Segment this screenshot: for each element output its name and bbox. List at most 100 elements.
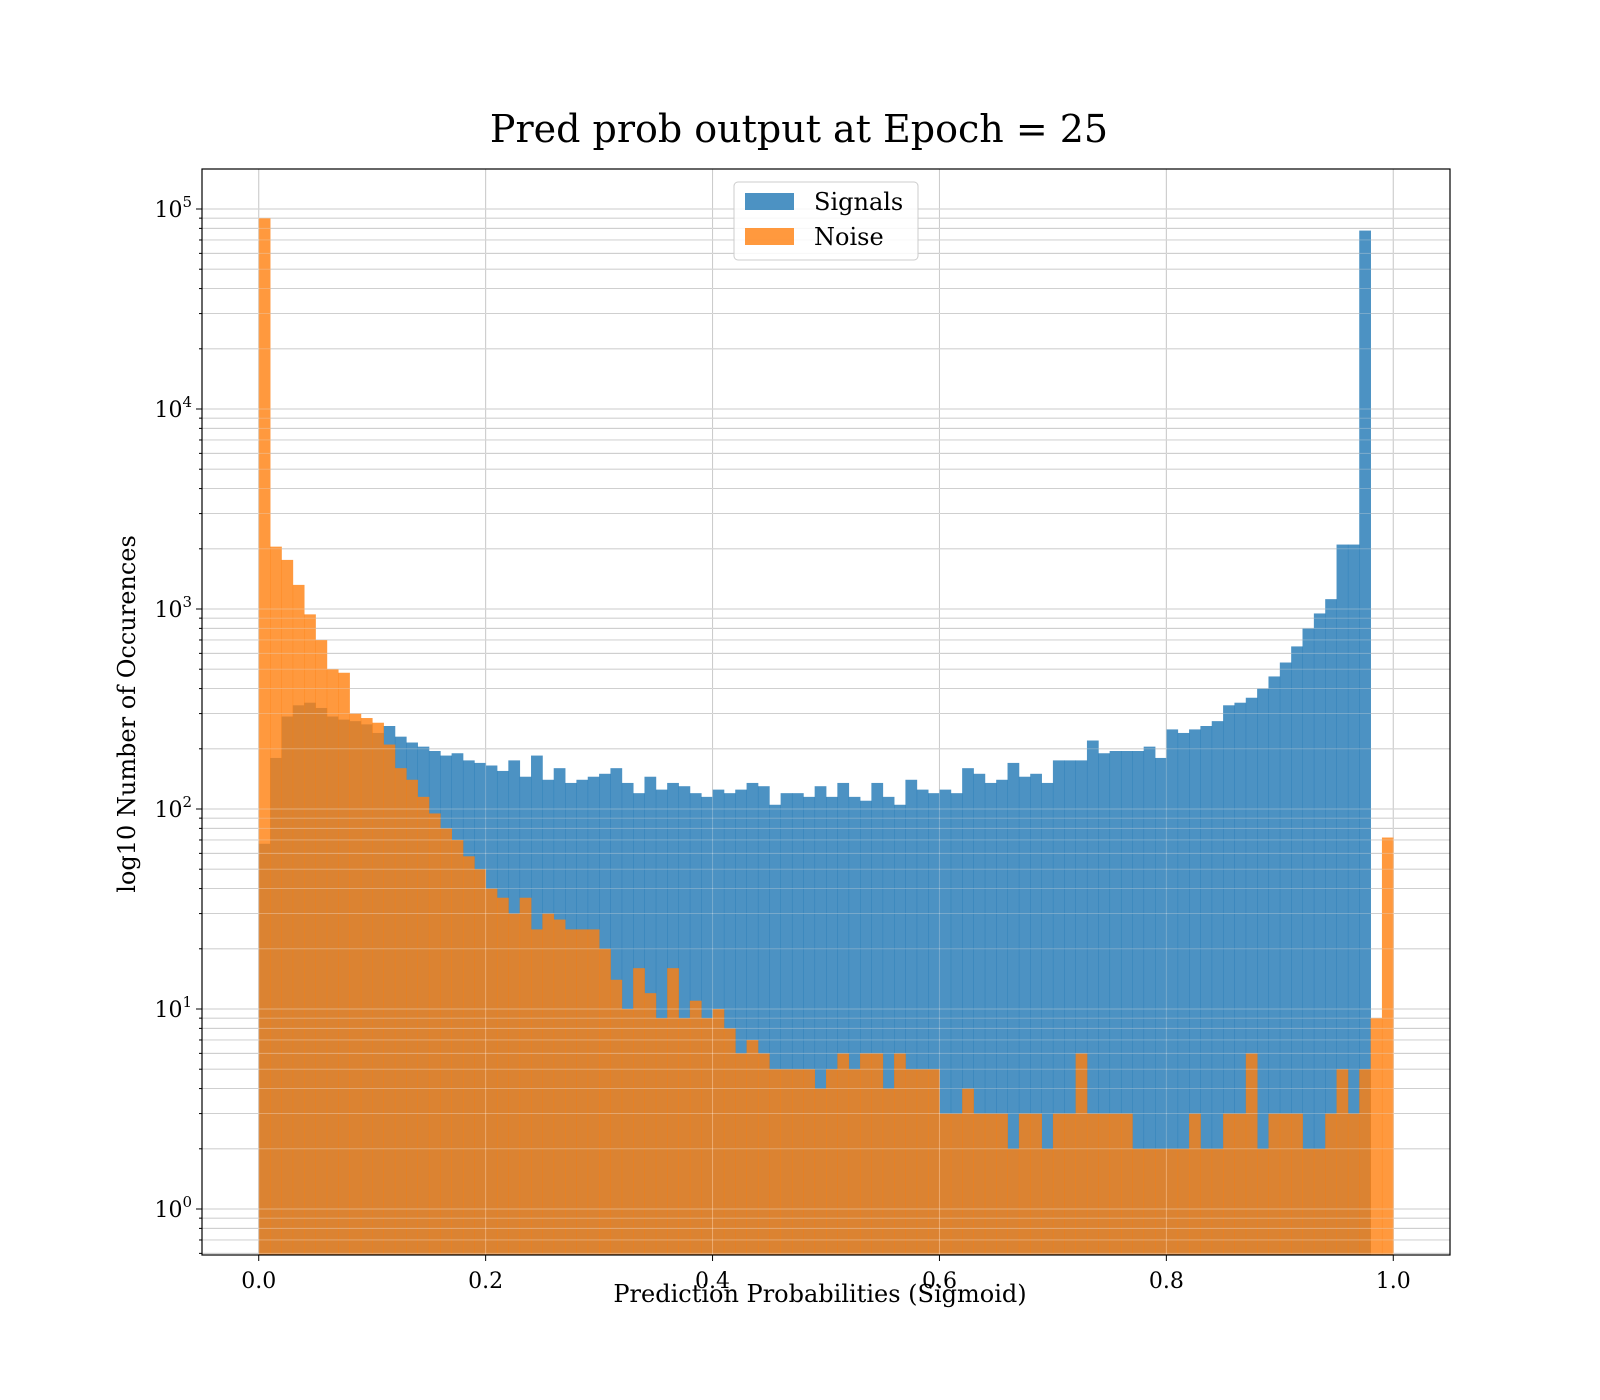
bar-signals (1223, 705, 1235, 1255)
bar-signals (939, 789, 952, 1255)
bar-signals (1200, 726, 1213, 1255)
bar-noise (338, 672, 350, 1255)
bar-noise (621, 1009, 634, 1255)
bar-signals (848, 796, 861, 1255)
bar-noise (281, 559, 294, 1255)
x-tick-label: 0.2 (468, 1269, 503, 1294)
bar-signals (1359, 230, 1371, 1256)
x-tick-label: 0.6 (922, 1269, 957, 1294)
bar-signals (1132, 750, 1145, 1255)
bar-signals (1086, 740, 1099, 1255)
y-axis-ticks: 100 101 102 103 104 105 (154, 193, 202, 1254)
bar-noise (270, 546, 282, 1255)
bar-signals (757, 786, 770, 1255)
bar-signals (916, 789, 929, 1255)
bar-noise (531, 929, 543, 1255)
bar-noise (292, 584, 305, 1255)
bar-signals (1245, 697, 1258, 1255)
bar-signals (1166, 729, 1179, 1255)
bar-noise (565, 929, 577, 1255)
bar-signals (1234, 702, 1247, 1255)
bar-signals (1302, 628, 1315, 1255)
bar-signals (1155, 757, 1167, 1255)
bar-signals (1007, 762, 1020, 1255)
bar-noise (757, 1053, 770, 1255)
bar-noise (587, 929, 600, 1255)
bar-signals (1143, 746, 1156, 1255)
bar-noise (360, 718, 373, 1255)
bar-signals (1098, 753, 1111, 1255)
legend: Signals Noise (733, 181, 919, 261)
bar-noise (996, 1113, 1008, 1255)
bar-noise (1098, 1113, 1111, 1255)
bar-signals (1075, 760, 1088, 1255)
bar-noise (315, 639, 328, 1255)
bar-signals (735, 789, 747, 1255)
y-tick-label: 102 (154, 793, 192, 823)
bar-noise (326, 669, 339, 1255)
bar-noise (1200, 1148, 1213, 1255)
bar-signals (826, 796, 838, 1255)
bar-noise (1052, 1113, 1065, 1255)
bar-signals (860, 800, 872, 1255)
bar-signals (803, 796, 816, 1255)
bar-noise (1018, 1113, 1031, 1255)
x-axis-label: Prediction Probabilities (Sigmoid) (613, 1280, 1026, 1308)
bar-noise (701, 1018, 713, 1255)
legend-label-signals: Signals (814, 188, 903, 216)
bar-noise (1132, 1148, 1145, 1255)
bar-noise (519, 897, 532, 1255)
x-tick-label: 1.0 (1376, 1269, 1411, 1294)
bar-noise (1075, 1053, 1088, 1255)
bar-noise (791, 1069, 804, 1255)
bar-signals (905, 779, 918, 1255)
bar-noise (655, 1018, 668, 1255)
bar-noise (1347, 1113, 1360, 1255)
legend-swatch-noise (745, 228, 794, 245)
bar-signals (973, 773, 986, 1255)
bar-noise (1381, 837, 1394, 1255)
bar-noise (485, 888, 498, 1255)
bar-noise (1359, 1069, 1371, 1255)
bar-signals (1347, 544, 1360, 1255)
bar-noise (553, 919, 566, 1255)
bar-noise (372, 722, 384, 1255)
bar-noise (383, 744, 396, 1255)
x-tick-label: 0.4 (695, 1269, 730, 1294)
bar-noise (644, 993, 657, 1255)
bar-noise (349, 713, 362, 1255)
bar-noise (258, 218, 271, 1256)
y-axis-label: log10 Number of Occurences (113, 535, 141, 893)
bar-signals (791, 793, 804, 1255)
bar-signals (1030, 773, 1042, 1255)
bar-signals (871, 782, 884, 1255)
x-tick-label: 0.8 (1149, 1269, 1184, 1294)
bar-noise (1155, 1148, 1167, 1255)
bar-noise (950, 1113, 963, 1255)
bar-noise (496, 897, 509, 1255)
bar-noise (1120, 1113, 1133, 1255)
bar-noise (667, 968, 679, 1255)
bar-noise (1302, 1148, 1315, 1255)
bar-noise (871, 1053, 884, 1255)
bar-noise (689, 1000, 702, 1255)
bar-noise (882, 1088, 895, 1255)
bar-noise (735, 1053, 747, 1255)
bar-noise (984, 1113, 997, 1255)
bar-noise (894, 1053, 906, 1255)
bar-signals (1189, 729, 1201, 1255)
bar-noise (440, 828, 452, 1255)
bar-noise (780, 1069, 793, 1255)
bar-noise (678, 1018, 691, 1255)
bar-signals (996, 779, 1008, 1255)
bar-signals (1313, 613, 1326, 1255)
plot-frame (201, 168, 1451, 1256)
bar-noise (1177, 1148, 1190, 1255)
bar-noise (712, 1009, 725, 1255)
bar-signals (1177, 732, 1190, 1255)
bar-signals (780, 793, 793, 1255)
bar-signals (1336, 544, 1349, 1255)
bar-noise (1189, 1113, 1201, 1255)
y-tick-label: 101 (154, 993, 192, 1023)
bar-noise (633, 968, 645, 1255)
